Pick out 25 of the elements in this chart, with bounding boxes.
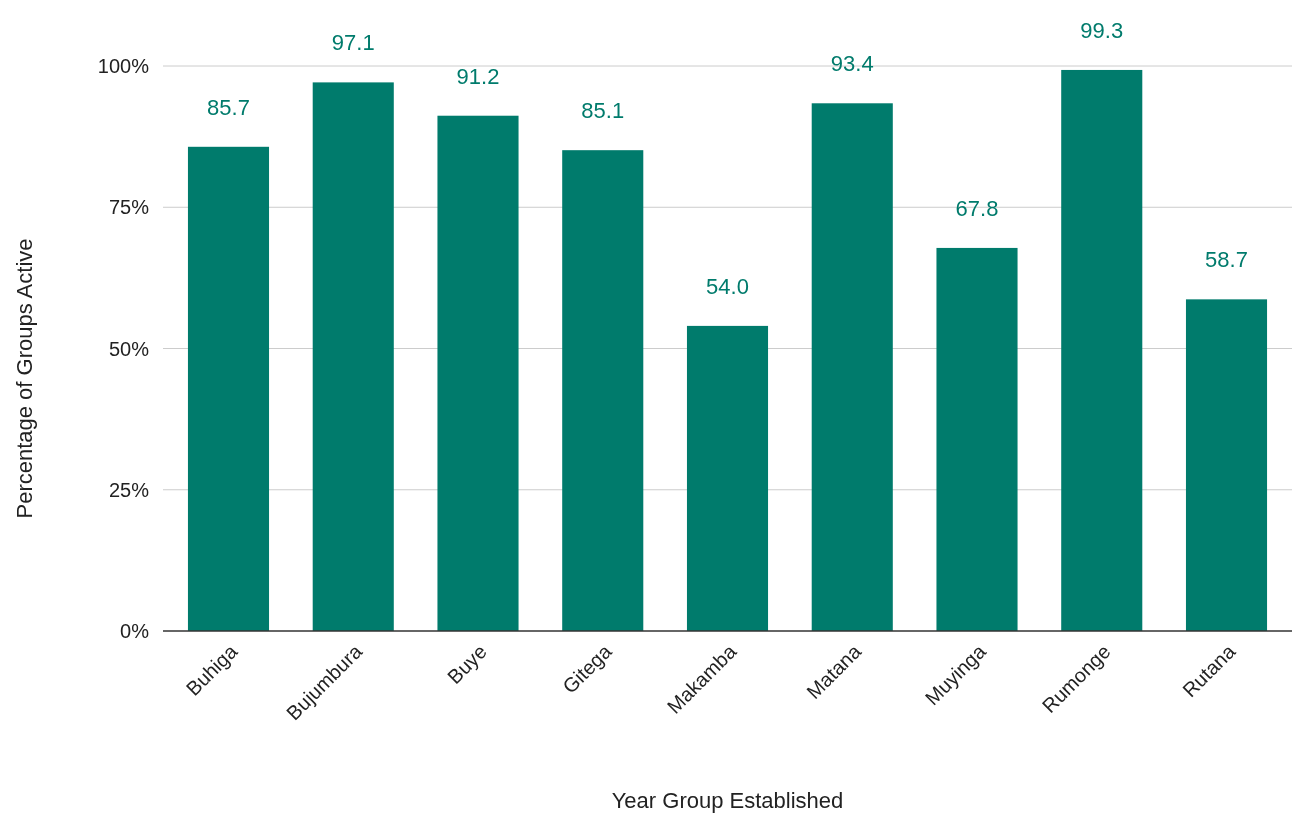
bar	[187, 146, 270, 631]
bar	[936, 247, 1018, 631]
data-label: 91.2	[456, 63, 500, 89]
bar	[562, 150, 644, 631]
y-axis-title: Percentage of Groups Active	[12, 238, 37, 519]
data-label: 85.7	[207, 94, 250, 120]
data-label: 58.7	[1205, 247, 1248, 273]
data-label: 85.1	[581, 98, 625, 124]
data-label: 97.1	[331, 30, 375, 56]
y-tick-label: 25%	[108, 478, 150, 501]
bar	[686, 325, 769, 631]
data-label: 67.8	[955, 195, 999, 221]
x-axis-title: Year Group Established	[611, 788, 844, 813]
y-tick-label: 0%	[120, 620, 150, 642]
data-label: 54.0	[706, 273, 749, 299]
y-tick-label: 75%	[108, 196, 150, 219]
y-tick-label: 50%	[108, 337, 150, 360]
bar	[312, 82, 394, 631]
bar	[1185, 299, 1268, 631]
data-label: 99.3	[1080, 17, 1124, 43]
bar	[437, 115, 519, 631]
y-tick-label: 100%	[97, 55, 150, 77]
data-label: 93.4	[830, 51, 874, 77]
bar	[1061, 69, 1143, 631]
bar	[811, 103, 893, 631]
